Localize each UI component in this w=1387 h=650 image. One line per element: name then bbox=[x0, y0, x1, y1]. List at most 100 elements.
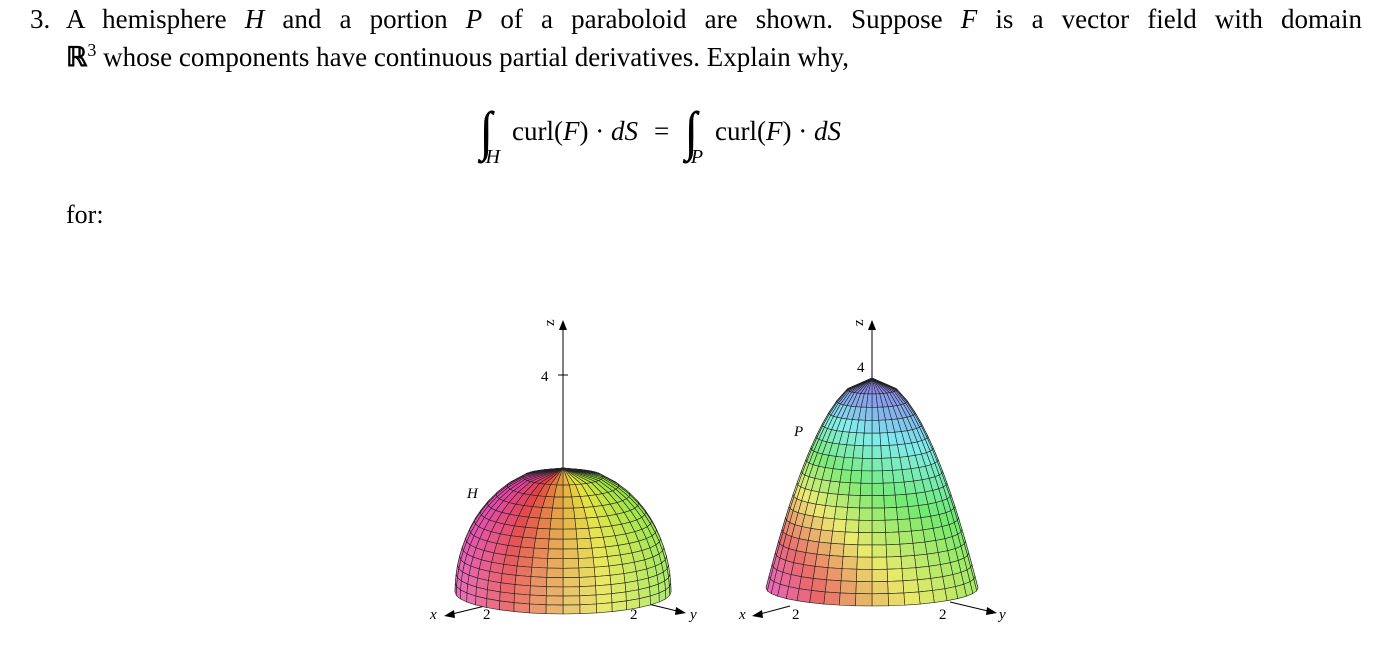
z-label: z bbox=[542, 319, 558, 326]
mesh-cell bbox=[897, 518, 912, 533]
mesh-cell bbox=[507, 535, 524, 548]
y-label: y bbox=[997, 607, 1006, 623]
mesh-cell bbox=[529, 603, 547, 615]
mesh-cell bbox=[887, 580, 905, 594]
text: ) · bbox=[782, 115, 814, 146]
mesh-cell bbox=[626, 598, 640, 611]
mesh-cell bbox=[820, 517, 835, 532]
mesh-cell bbox=[860, 470, 873, 484]
mesh-cell bbox=[851, 457, 863, 472]
mesh-cell bbox=[826, 567, 843, 582]
mesh-cell bbox=[932, 588, 948, 603]
mesh-cell bbox=[871, 519, 886, 534]
mesh-cell bbox=[862, 432, 873, 447]
mesh-cell bbox=[899, 542, 915, 557]
mesh-cell bbox=[575, 528, 591, 540]
mesh-cell bbox=[520, 536, 536, 549]
mesh-cell bbox=[814, 553, 830, 568]
text: F bbox=[563, 115, 580, 146]
mesh-cell bbox=[800, 564, 816, 579]
mesh-cell bbox=[915, 565, 932, 581]
arrow bbox=[868, 320, 876, 330]
text: F bbox=[960, 4, 978, 34]
mesh-cell bbox=[910, 529, 926, 544]
mesh-cell bbox=[871, 532, 887, 546]
mesh-cell bbox=[896, 506, 910, 521]
mesh-cell bbox=[858, 519, 873, 534]
mesh-cell bbox=[818, 529, 834, 544]
x-axis bbox=[451, 605, 486, 615]
mesh-cell bbox=[887, 592, 906, 607]
mesh-cell bbox=[871, 568, 888, 582]
mesh-cell bbox=[879, 432, 890, 447]
mesh-cell bbox=[546, 567, 564, 578]
mesh-cell bbox=[855, 581, 873, 595]
mesh-cell bbox=[578, 576, 596, 587]
mesh-cell bbox=[864, 406, 873, 421]
mesh-cell bbox=[576, 538, 593, 550]
mesh-cell bbox=[545, 595, 564, 606]
text: H bbox=[244, 4, 265, 34]
mesh-cell bbox=[852, 445, 864, 459]
mesh-cell bbox=[871, 432, 882, 447]
mesh-cell bbox=[856, 556, 873, 570]
mesh-cell bbox=[562, 595, 581, 606]
problem-line: A hemisphere H and a portion P of a para… bbox=[66, 4, 1362, 35]
mesh-cell bbox=[812, 565, 829, 581]
mesh-cell bbox=[871, 556, 888, 570]
mesh-cell bbox=[881, 457, 893, 472]
mesh-cell bbox=[900, 555, 917, 569]
text: and a portion bbox=[264, 4, 466, 34]
mesh-cell bbox=[518, 546, 535, 559]
mesh-cell bbox=[857, 544, 873, 558]
arrow bbox=[675, 607, 686, 615]
equation: ∫∫ H curl(F) · dS = ∫∫ P curl(F) · dS bbox=[480, 100, 841, 168]
mesh-cell bbox=[546, 558, 564, 569]
mesh-cell bbox=[917, 578, 933, 593]
y-axis bbox=[949, 601, 989, 612]
mesh-cell bbox=[838, 592, 857, 607]
mesh-cell bbox=[859, 495, 873, 509]
arrow bbox=[559, 320, 567, 330]
mesh-cell bbox=[562, 538, 578, 550]
mesh-cell bbox=[901, 567, 918, 582]
mesh-cell bbox=[562, 604, 581, 615]
mesh-cell bbox=[926, 552, 941, 567]
mesh-cell bbox=[898, 530, 914, 545]
text: whose components have continuous partial… bbox=[96, 42, 849, 72]
mesh-cell bbox=[562, 548, 579, 560]
mesh-cell bbox=[522, 526, 538, 539]
mesh-cell bbox=[548, 538, 564, 550]
mesh-cell bbox=[514, 584, 531, 596]
x-tick: 2 bbox=[792, 607, 800, 623]
mesh-cell bbox=[811, 578, 827, 593]
mesh-cell bbox=[829, 542, 845, 557]
mesh-cell bbox=[579, 585, 597, 597]
for-label: for: bbox=[66, 200, 104, 229]
mesh-cell bbox=[835, 494, 850, 508]
mesh-cell bbox=[849, 470, 862, 484]
mesh-cell bbox=[562, 507, 576, 520]
mesh-cell bbox=[840, 568, 858, 582]
paraboloid bbox=[765, 377, 979, 607]
mesh-cell bbox=[529, 594, 547, 606]
mesh-cell bbox=[854, 432, 865, 447]
mesh-cell bbox=[552, 496, 564, 509]
mesh-cell bbox=[837, 481, 851, 496]
mesh-cell bbox=[577, 557, 595, 569]
mesh-cell bbox=[844, 519, 860, 533]
x-label: x bbox=[738, 607, 746, 623]
mesh-cell bbox=[863, 419, 873, 434]
mesh-cell bbox=[885, 531, 901, 546]
mesh-cell bbox=[823, 591, 841, 606]
mesh-cell bbox=[593, 565, 611, 577]
mesh-cell bbox=[588, 526, 604, 539]
mesh-cell bbox=[796, 588, 812, 603]
text: F bbox=[766, 115, 783, 146]
mesh-cell bbox=[859, 482, 873, 497]
z-tick: 4 bbox=[857, 360, 865, 376]
mesh-cell bbox=[871, 593, 889, 607]
mesh-cell bbox=[562, 558, 580, 569]
text: is a vector field with domain bbox=[977, 4, 1362, 34]
mesh-cell bbox=[805, 540, 820, 555]
